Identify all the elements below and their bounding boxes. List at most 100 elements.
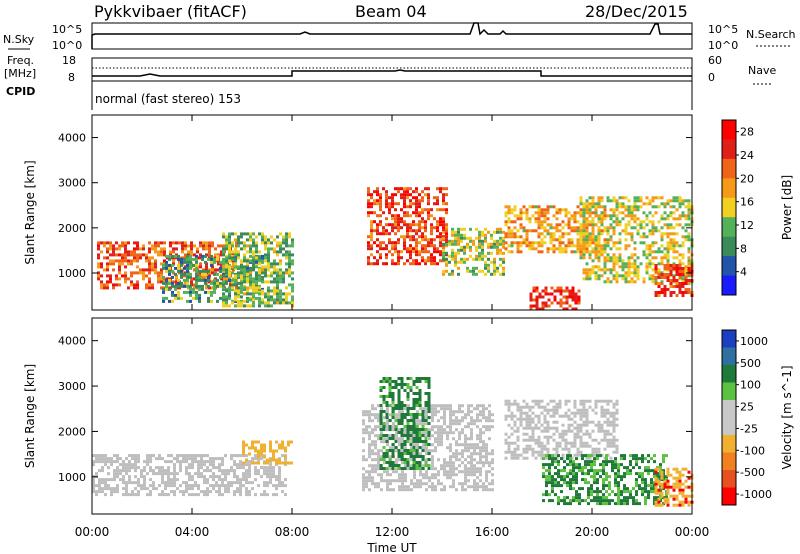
velocity-cell bbox=[557, 475, 560, 479]
velocity-cell bbox=[185, 469, 188, 473]
power-cell bbox=[252, 292, 255, 296]
velocity-cell bbox=[158, 466, 161, 470]
velocity-cell bbox=[513, 441, 517, 445]
velocity-cell bbox=[597, 441, 601, 445]
velocity-cell bbox=[425, 449, 428, 453]
power-cell bbox=[654, 276, 658, 279]
power-cell bbox=[594, 223, 598, 227]
power-cell bbox=[367, 262, 370, 266]
velocity-cell bbox=[409, 377, 413, 380]
velocity-cell bbox=[197, 493, 200, 497]
velocity-cell bbox=[122, 475, 125, 479]
power-cell bbox=[367, 247, 370, 251]
velocity-cell bbox=[236, 454, 239, 458]
power-cell bbox=[180, 284, 183, 288]
power-cell bbox=[276, 262, 279, 266]
power-cell bbox=[171, 281, 174, 285]
velocity-cell bbox=[554, 478, 557, 482]
velocity-cell bbox=[407, 467, 410, 471]
velocity-cell bbox=[188, 487, 191, 491]
power-cell bbox=[540, 214, 544, 218]
velocity-cell bbox=[406, 383, 410, 386]
power-cell bbox=[258, 304, 261, 308]
velocity-cell bbox=[560, 490, 563, 494]
power-cell bbox=[615, 202, 619, 206]
velocity-cell bbox=[599, 499, 602, 503]
power-cell bbox=[282, 238, 285, 242]
power-cell bbox=[397, 214, 400, 218]
power-cell bbox=[579, 247, 583, 251]
power-cell bbox=[600, 247, 604, 251]
velocity-cell bbox=[549, 399, 553, 403]
power-cell bbox=[681, 211, 685, 215]
power-cell bbox=[228, 296, 231, 300]
power-cell bbox=[630, 217, 634, 221]
power-colorbar-swatch-4 bbox=[722, 197, 736, 218]
velocity-cell bbox=[443, 467, 446, 471]
power-cell bbox=[445, 263, 448, 267]
velocity-cell bbox=[434, 485, 437, 489]
power-cell bbox=[261, 238, 264, 242]
power-cell bbox=[582, 238, 586, 242]
power-cell bbox=[487, 251, 490, 255]
velocity-cell bbox=[593, 496, 596, 500]
velocity-cell bbox=[564, 399, 568, 403]
velocity-cell bbox=[245, 472, 248, 476]
power-cell bbox=[567, 241, 571, 245]
velocity-cell bbox=[98, 469, 101, 473]
power-cell bbox=[205, 247, 208, 251]
velocity-cell bbox=[534, 450, 538, 454]
velocity-cell bbox=[400, 446, 404, 449]
velocity-cell bbox=[400, 377, 404, 380]
power-cell bbox=[418, 226, 421, 230]
power-cell bbox=[615, 220, 619, 224]
power-cell bbox=[97, 271, 100, 275]
velocity-cell bbox=[528, 420, 532, 424]
power-colorbar-swatch-6 bbox=[722, 236, 736, 257]
power-cell bbox=[663, 211, 667, 215]
power-cell bbox=[249, 235, 252, 239]
velocity-cell bbox=[416, 482, 419, 486]
velocity-cell bbox=[284, 493, 287, 497]
power-cell bbox=[246, 238, 249, 242]
power-cell bbox=[490, 245, 493, 249]
velocity-cell bbox=[122, 466, 125, 470]
power-cell bbox=[409, 253, 412, 257]
velocity-cell bbox=[421, 410, 425, 413]
velocity-cell bbox=[143, 484, 146, 488]
velocity-cell bbox=[107, 484, 110, 488]
power-cell bbox=[531, 247, 535, 251]
power-cell bbox=[454, 230, 457, 234]
velocity-cell bbox=[507, 450, 511, 454]
velocity-cell bbox=[362, 413, 365, 417]
power-cell bbox=[663, 217, 667, 221]
noise-panel: N.Sky 10^5 10^0 10^5 10^0 N.Search bbox=[3, 22, 796, 52]
velocity-cell bbox=[525, 405, 529, 409]
power-cell bbox=[246, 289, 249, 293]
power-cell bbox=[591, 220, 595, 224]
velocity-cell bbox=[368, 410, 371, 414]
velocity-cell bbox=[191, 463, 194, 467]
velocity-cell bbox=[440, 464, 443, 468]
velocity-cell bbox=[569, 457, 572, 461]
power-cell bbox=[154, 268, 157, 272]
velocity-cell bbox=[458, 464, 461, 468]
velocity-cell bbox=[482, 440, 485, 444]
velocity-cell bbox=[119, 469, 122, 473]
velocity-cell bbox=[540, 399, 544, 403]
power-cell bbox=[543, 229, 547, 233]
power-cell bbox=[466, 245, 469, 249]
velocity-cell bbox=[254, 472, 257, 476]
power-cell bbox=[433, 202, 436, 206]
velocity-cell bbox=[458, 422, 461, 426]
power-cell bbox=[603, 208, 607, 212]
power-cell bbox=[391, 253, 394, 257]
velocity-cell bbox=[400, 458, 404, 461]
velocity-cell bbox=[385, 467, 389, 470]
velocity-cell bbox=[391, 455, 395, 458]
velocity-cell bbox=[410, 437, 413, 441]
power-cell bbox=[675, 217, 679, 221]
velocity-cell bbox=[452, 413, 455, 417]
power-cell bbox=[370, 235, 373, 239]
power-cell bbox=[687, 282, 691, 285]
